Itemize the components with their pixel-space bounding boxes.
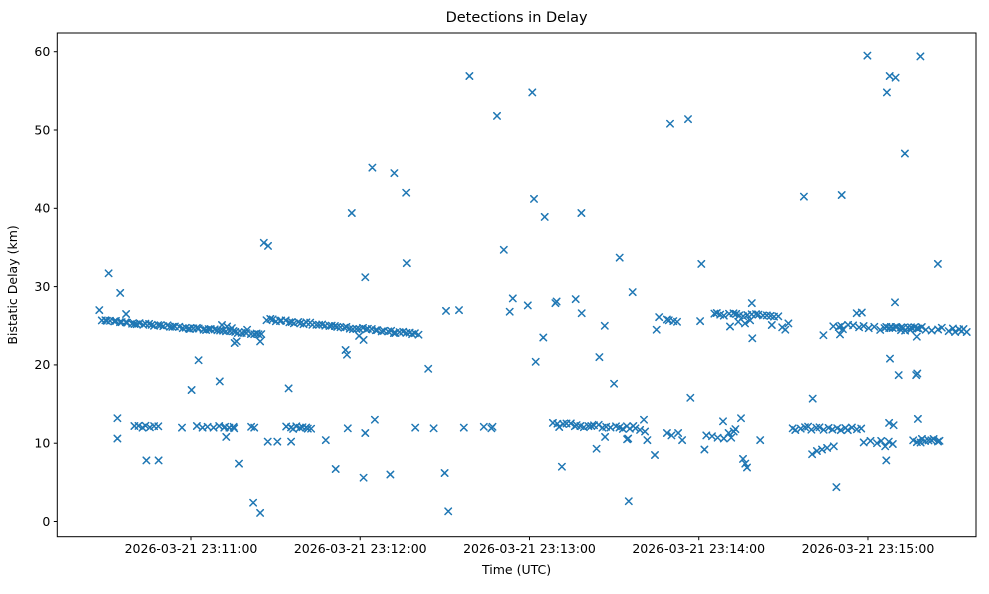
axes: 2026-03-21 23:11:00 2026-03-21 23:12:00 20… xyxy=(34,32,977,556)
scatter-points-layer xyxy=(95,51,971,517)
y-tick-label: 10 xyxy=(34,436,50,451)
x-tick-label: 2026-03-21 23:11:00 xyxy=(125,541,258,556)
x-tick-label: 2026-03-21 23:14:00 xyxy=(632,541,765,556)
y-tick-label: 40 xyxy=(34,201,50,216)
x-tick-label: 2026-03-21 23:15:00 xyxy=(802,541,935,556)
y-tick-label: 20 xyxy=(34,357,50,372)
y-tick-label: 60 xyxy=(34,44,50,59)
y-axis-label: Bistatic Delay (km) xyxy=(5,225,20,344)
x-axis-label: Time (UTC) xyxy=(481,562,551,577)
y-tick-label: 0 xyxy=(42,514,50,529)
scatter-x-markers xyxy=(95,51,971,517)
plot-border xyxy=(56,32,977,538)
chart-title: Detections in Delay xyxy=(446,10,588,26)
x-tick-label: 2026-03-21 23:12:00 xyxy=(294,541,427,556)
y-tick-label: 30 xyxy=(34,279,50,294)
x-tick-label: 2026-03-21 23:13:00 xyxy=(463,541,596,556)
y-tick-label: 50 xyxy=(34,122,50,137)
